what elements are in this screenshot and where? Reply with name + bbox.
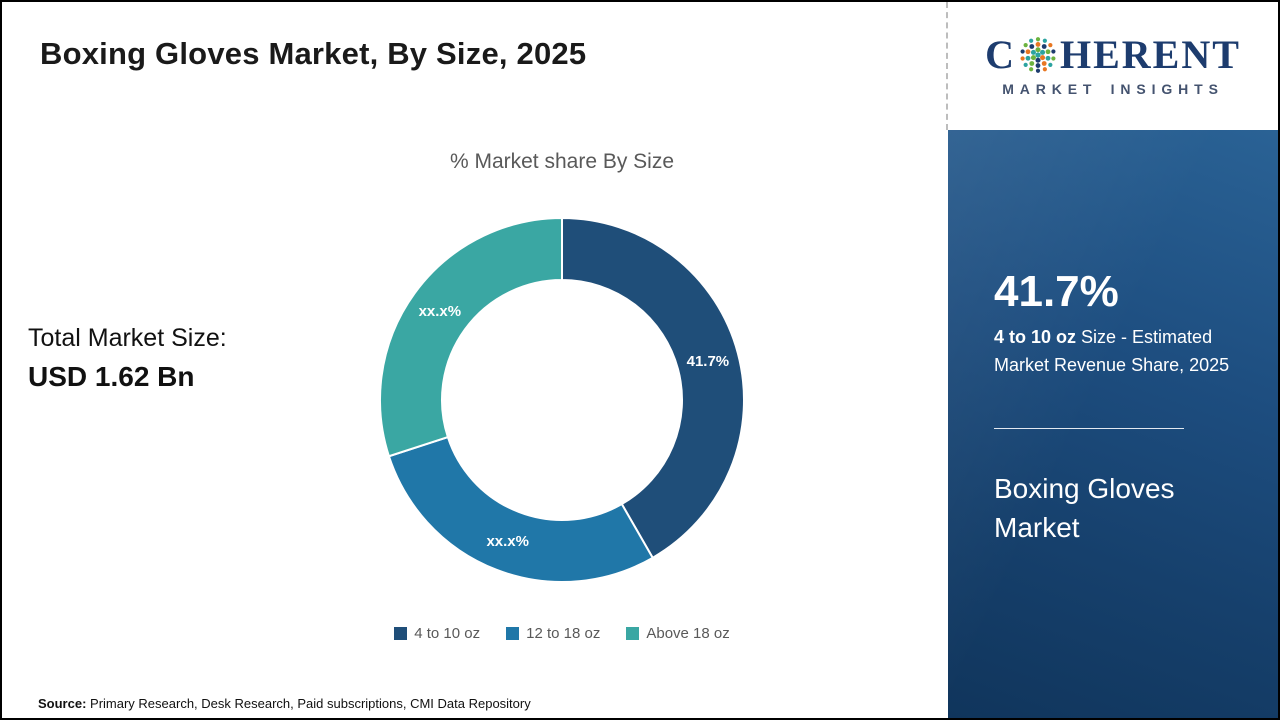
dashed-separator — [946, 2, 948, 130]
donut-chart: 41.7% xx.x% xx.x% — [352, 190, 772, 615]
legend-label-2: Above 18 oz — [646, 625, 730, 642]
donut-slice-label-1: xx.x% — [486, 533, 529, 550]
page-title: Boxing Gloves Market, By Size, 2025 — [40, 36, 587, 71]
stat-description-rest: Size - Estimated Market Revenue Share, 2… — [994, 327, 1230, 375]
source-text: Primary Research, Desk Research, Paid su… — [86, 696, 531, 711]
legend-label-0: 4 to 10 oz — [414, 625, 481, 642]
total-market-value: USD 1.62 Bn — [28, 361, 195, 392]
donut-svg: 41.7% xx.x% xx.x% — [379, 216, 745, 583]
panel-content: 41.7% 4 to 10 oz Size - Estimated Market… — [948, 130, 1278, 547]
legend-item-0: 4 to 10 oz — [394, 625, 480, 642]
total-market-label: Total Market Size: — [28, 324, 227, 352]
stat-description: 4 to 10 oz Size - Estimated Market Reven… — [994, 324, 1244, 380]
donut-segment-1 — [387, 435, 655, 583]
legend-swatch-2 — [626, 627, 640, 640]
logo-subtitle: MARKET INSIGHTS — [1002, 81, 1224, 97]
dotted-globe-icon — [1020, 37, 1056, 73]
donut-slice-label-0: 41.7% — [687, 353, 730, 370]
logo-brand: C HERENT — [985, 35, 1241, 75]
donut-segment-0 — [561, 216, 745, 560]
panel-divider — [994, 427, 1184, 429]
chart-section: % Market share By Size 41.7% xx.x% xx.x% 4… — [338, 150, 786, 642]
logo-brand-part1: C — [985, 32, 1016, 77]
legend-swatch-1 — [506, 627, 520, 640]
legend-label-1: 12 to 18 oz — [526, 625, 601, 642]
donut-segment-2 — [379, 216, 563, 458]
source-line: Source: Primary Research, Desk Research,… — [38, 696, 531, 711]
stat-value: 41.7% — [994, 267, 1119, 316]
legend-item-2: Above 18 oz — [626, 625, 730, 642]
legend-item-1: 12 to 18 oz — [506, 625, 600, 642]
donut-slice-label-2: xx.x% — [419, 303, 462, 320]
chart-title: % Market share By Size — [449, 150, 675, 173]
stat-description-bold: 4 to 10 oz — [994, 327, 1077, 347]
logo-brand-part2: HERENT — [1059, 32, 1241, 77]
source-label: Source: — [38, 696, 87, 711]
total-market-block: Total Market Size: USD 1.62 Bn — [28, 324, 227, 393]
logo-block: C HERENT MARKET INSIGHTS — [948, 2, 1278, 130]
legend-swatch-0 — [394, 627, 408, 640]
chart-legend: 4 to 10 oz 12 to 18 oz Above 18 oz — [338, 625, 786, 642]
market-name: Boxing Gloves Market — [994, 472, 1175, 543]
right-panel: 41.7% 4 to 10 oz Size - Estimated Market… — [948, 130, 1278, 718]
main-area: Boxing Gloves Market, By Size, 2025 % Ma… — [2, 2, 948, 718]
